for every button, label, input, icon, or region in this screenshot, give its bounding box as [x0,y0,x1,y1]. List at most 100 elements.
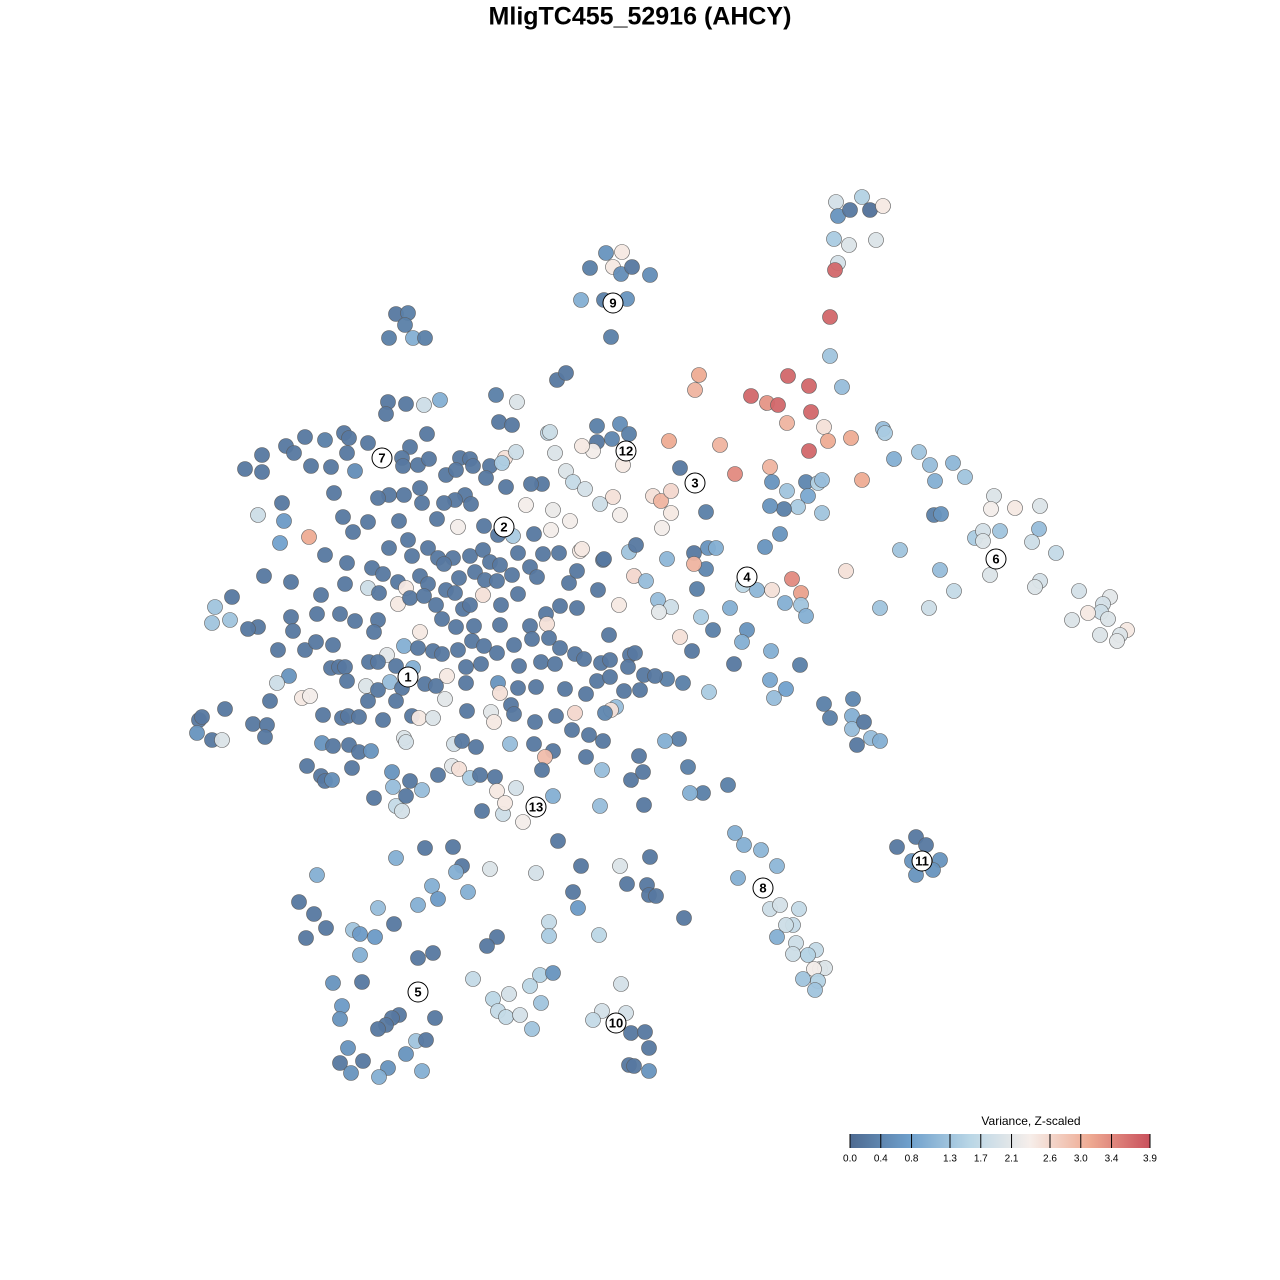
point [511,658,527,674]
point [603,329,619,345]
point [306,906,322,922]
point [534,762,550,778]
point [434,646,450,662]
point [776,501,792,517]
point [498,479,514,495]
point [345,524,361,540]
point [537,749,553,765]
point [491,414,507,430]
point [454,733,470,749]
point [722,600,738,616]
point [515,814,531,830]
point [582,260,598,276]
point [523,476,539,492]
point [651,604,667,620]
cluster-label: 5 [414,984,421,999]
point [533,995,549,1011]
colorbar-tick-label: 0.4 [874,1154,888,1165]
point [619,876,635,892]
point [414,495,430,511]
point [414,782,430,798]
point [510,586,526,602]
point [764,474,780,490]
point [562,513,578,529]
point [222,612,238,628]
cluster-label: 3 [691,475,698,490]
point [595,733,611,749]
cluster-label-marker [752,877,774,899]
point [820,433,836,449]
point [337,659,353,675]
point [541,928,557,944]
point [529,569,545,585]
point [237,461,253,477]
point [285,623,301,639]
point [573,292,589,308]
point [659,551,675,567]
cluster-label: 7 [378,450,385,465]
point [528,679,544,695]
point [605,489,621,505]
point [577,481,593,497]
point [436,556,452,572]
point [986,488,1002,504]
point [352,947,368,963]
point [561,575,577,591]
point [822,348,838,364]
point [1109,633,1125,649]
point [339,445,355,461]
point [421,451,437,467]
point [552,640,568,656]
point [790,499,806,515]
point [763,643,779,659]
point [388,850,404,866]
point [927,473,943,489]
point [642,849,658,865]
point [504,417,520,433]
point [946,583,962,599]
cluster-label: 4 [743,569,751,584]
point [432,392,448,408]
point [624,259,640,275]
point [335,509,351,525]
point [498,1009,514,1025]
point [272,535,288,551]
cluster-label-marker [684,472,706,494]
point [416,588,432,604]
point [727,825,743,841]
point [631,748,647,764]
point [360,435,376,451]
point [689,581,705,597]
point [663,483,679,499]
point [274,495,290,511]
point [779,415,795,431]
cluster-label: 1 [404,669,411,684]
point [479,938,495,954]
point [638,573,654,589]
point [309,867,325,883]
point [569,600,585,616]
point [680,759,696,775]
point [567,705,583,721]
point [270,642,286,658]
point [189,725,205,741]
point [297,429,313,445]
point [317,547,333,563]
point [798,608,814,624]
point [604,431,620,447]
point [576,651,592,667]
point [705,622,721,638]
point [547,445,563,461]
point [676,910,692,926]
point [550,833,566,849]
point [671,731,687,747]
point [375,566,391,582]
point [795,971,811,987]
point [1048,545,1064,561]
point [743,388,759,404]
point [872,733,888,749]
point [489,645,505,661]
point [512,1007,528,1023]
point [313,587,329,603]
point [822,309,838,325]
